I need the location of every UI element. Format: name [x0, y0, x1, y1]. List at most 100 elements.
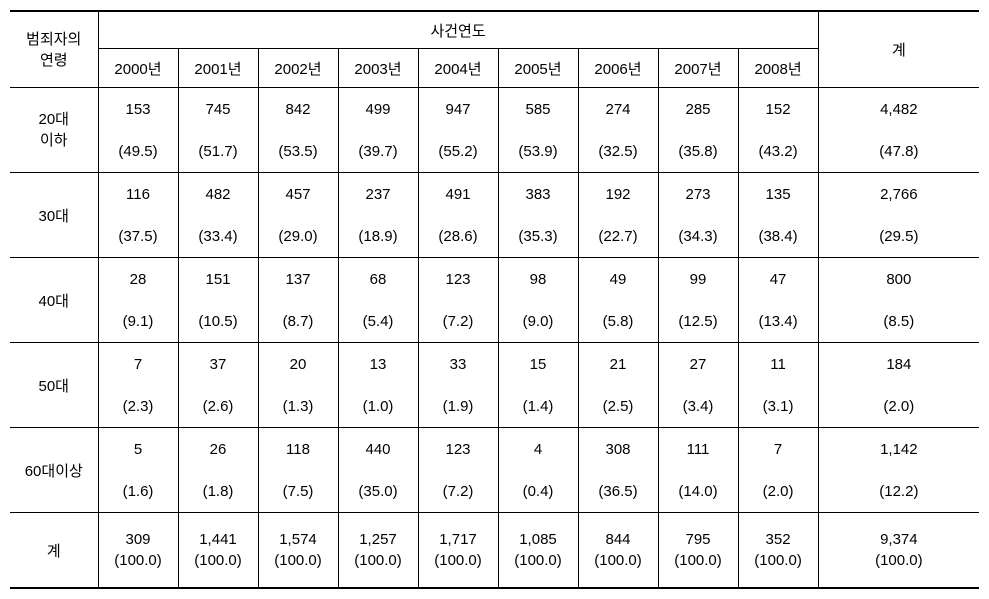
table-row: (2.3) (2.6) (1.3) (1.0) (1.9) (1.4) (2.5…	[10, 385, 979, 428]
table-row: (9.1) (10.5) (8.7) (5.4) (7.2) (9.0) (5.…	[10, 300, 979, 343]
cell-total-pct: (12.2)	[818, 470, 979, 513]
table-row: 40대 28 151 137 68 123 98 49 99 47 800	[10, 258, 979, 301]
cell-value: 440	[338, 428, 418, 471]
cell-pct: (1.0)	[338, 385, 418, 428]
cell-pct: (2.6)	[178, 385, 258, 428]
cell-pct: (39.7)	[338, 130, 418, 173]
cell-pct: (37.5)	[98, 215, 178, 258]
cell-pct: (2.0)	[738, 470, 818, 513]
cell-pct: (55.2)	[418, 130, 498, 173]
cell-pct: (36.5)	[578, 470, 658, 513]
header-age: 범죄자의 연령	[10, 11, 98, 88]
table-body: 20대 이하 153 745 842 499 947 585 274 285 1…	[10, 88, 979, 589]
cell-pct: (18.9)	[338, 215, 418, 258]
cell-value: 273	[658, 173, 738, 216]
cell-value: 111	[658, 428, 738, 471]
cell-pct: (32.5)	[578, 130, 658, 173]
cell-pct: (2.3)	[98, 385, 178, 428]
cell-value: 20	[258, 343, 338, 386]
cell-pct: (14.0)	[658, 470, 738, 513]
row-label: 20대 이하	[10, 88, 98, 173]
cell-value: 457	[258, 173, 338, 216]
cell-value: 274	[578, 88, 658, 131]
table-row: 30대 116 482 457 237 491 383 192 273 135 …	[10, 173, 979, 216]
total-row-label: 계	[10, 513, 98, 589]
cell-pct: (1.9)	[418, 385, 498, 428]
table-row: (49.5) (51.7) (53.5) (39.7) (55.2) (53.9…	[10, 130, 979, 173]
cell-value: 13	[338, 343, 418, 386]
cell-value: 383	[498, 173, 578, 216]
header-year-2: 2002년	[258, 49, 338, 88]
table-total-row: 계 309 (100.0) 1,441 (100.0) 1,574 (100.0…	[10, 513, 979, 589]
cell-pct: (7.2)	[418, 470, 498, 513]
cell-value: 15	[498, 343, 578, 386]
cell-value: 237	[338, 173, 418, 216]
cell-value: 26	[178, 428, 258, 471]
cell-value: 99	[658, 258, 738, 301]
row-label: 50대	[10, 343, 98, 428]
cell-pct: (35.0)	[338, 470, 418, 513]
cell-pct: (10.5)	[178, 300, 258, 343]
cell-value: 33	[418, 343, 498, 386]
cell-pct: (35.8)	[658, 130, 738, 173]
cell-value: 947	[418, 88, 498, 131]
cell-pct: (1.3)	[258, 385, 338, 428]
cell-value: 118	[258, 428, 338, 471]
table-row: 50대 7 37 20 13 33 15 21 27 11 184	[10, 343, 979, 386]
header-age-line2: 연령	[10, 50, 98, 71]
total-grand: 9,374 (100.0)	[818, 513, 979, 589]
cell-value: 491	[418, 173, 498, 216]
cell-total-pct: (29.5)	[818, 215, 979, 258]
total-cell: 1,717 (100.0)	[418, 513, 498, 589]
cell-value: 7	[98, 343, 178, 386]
cell-pct: (35.3)	[498, 215, 578, 258]
cell-pct: (53.9)	[498, 130, 578, 173]
cell-value: 745	[178, 88, 258, 131]
cell-pct: (28.6)	[418, 215, 498, 258]
cell-value: 11	[738, 343, 818, 386]
cell-pct: (7.5)	[258, 470, 338, 513]
cell-pct: (34.3)	[658, 215, 738, 258]
cell-value: 842	[258, 88, 338, 131]
cell-value: 308	[578, 428, 658, 471]
header-year-7: 2007년	[658, 49, 738, 88]
cell-pct: (9.0)	[498, 300, 578, 343]
header-year-1: 2001년	[178, 49, 258, 88]
cell-pct: (49.5)	[98, 130, 178, 173]
cell-value: 49	[578, 258, 658, 301]
cell-pct: (9.1)	[98, 300, 178, 343]
row-label: 60대이상	[10, 428, 98, 513]
cell-value: 5	[98, 428, 178, 471]
table-row: (37.5) (33.4) (29.0) (18.9) (28.6) (35.3…	[10, 215, 979, 258]
cell-pct: (2.5)	[578, 385, 658, 428]
cell-value: 585	[498, 88, 578, 131]
cell-value: 499	[338, 88, 418, 131]
cell-total-pct: (47.8)	[818, 130, 979, 173]
cell-value: 192	[578, 173, 658, 216]
cell-value: 21	[578, 343, 658, 386]
cell-value: 98	[498, 258, 578, 301]
cell-pct: (3.1)	[738, 385, 818, 428]
cell-pct: (13.4)	[738, 300, 818, 343]
total-cell: 795 (100.0)	[658, 513, 738, 589]
cell-pct: (3.4)	[658, 385, 738, 428]
cell-value: 151	[178, 258, 258, 301]
cell-total-pct: (8.5)	[818, 300, 979, 343]
cell-pct: (1.6)	[98, 470, 178, 513]
cell-pct: (51.7)	[178, 130, 258, 173]
total-cell: 1,085 (100.0)	[498, 513, 578, 589]
header-year-group: 사건연도	[98, 11, 818, 49]
cell-pct: (5.8)	[578, 300, 658, 343]
cell-pct: (38.4)	[738, 215, 818, 258]
cell-pct: (8.7)	[258, 300, 338, 343]
cell-value: 68	[338, 258, 418, 301]
data-table: 범죄자의 연령 사건연도 계 2000년 2001년 2002년 2003년 2…	[10, 10, 979, 589]
cell-pct: (33.4)	[178, 215, 258, 258]
cell-value: 7	[738, 428, 818, 471]
table-row: 60대이상 5 26 118 440 123 4 308 111 7 1,142	[10, 428, 979, 471]
total-cell: 1,257 (100.0)	[338, 513, 418, 589]
cell-value: 152	[738, 88, 818, 131]
cell-pct: (5.4)	[338, 300, 418, 343]
cell-total: 2,766	[818, 173, 979, 216]
table-row: (1.6) (1.8) (7.5) (35.0) (7.2) (0.4) (36…	[10, 470, 979, 513]
